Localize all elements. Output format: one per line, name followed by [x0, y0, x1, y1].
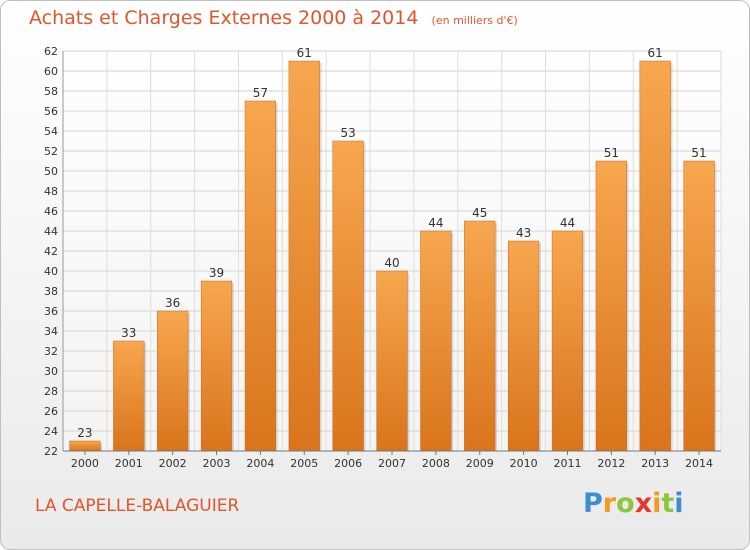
- bar: [332, 140, 364, 452]
- bar: [288, 60, 320, 452]
- y-tick-label: 58: [44, 85, 58, 98]
- x-tick-label: 2004: [246, 457, 274, 470]
- chart-title-row: Achats et Charges Externes 2000 à 2014 (…: [29, 7, 518, 29]
- y-tick-label: 28: [44, 385, 58, 398]
- bar: [69, 440, 101, 452]
- x-tick-label: 2005: [290, 457, 318, 470]
- data-label: 51: [604, 146, 619, 160]
- logo-letter: x: [634, 488, 653, 519]
- data-label: 39: [209, 266, 224, 280]
- bar: [244, 100, 277, 452]
- logo-letter: i: [674, 488, 684, 519]
- x-tick-label: 2000: [71, 457, 99, 470]
- logo-letter: r: [602, 488, 617, 519]
- data-label: 53: [340, 126, 355, 140]
- x-tick-label: 2001: [115, 457, 143, 470]
- bar: [113, 340, 145, 452]
- x-tick-label: 2003: [203, 457, 231, 470]
- x-tick-label: 2012: [597, 457, 625, 470]
- x-tick-label: 2008: [422, 457, 450, 470]
- axis-layer: 22 24 26 28 30 32 34 36 38 40 42 44 46 48 50 52 54 56 58 60…: [44, 45, 721, 470]
- y-tick-label: 60: [44, 65, 58, 78]
- x-tick-label: 2013: [641, 457, 669, 470]
- y-tick-label: 52: [44, 145, 58, 158]
- chart-unit: (en milliers d'€): [431, 14, 518, 27]
- data-label: 44: [560, 216, 575, 230]
- bar: [551, 230, 584, 452]
- data-label: 57: [253, 86, 268, 100]
- bar: [200, 280, 233, 452]
- bar: [639, 60, 671, 452]
- data-label: 61: [297, 46, 312, 60]
- bar: [683, 160, 715, 452]
- x-tick-label: 2014: [685, 457, 713, 470]
- y-tick-label: 36: [44, 305, 58, 318]
- x-tick-label: 2006: [334, 457, 362, 470]
- bar: [464, 220, 496, 452]
- x-tick-label: 2011: [553, 457, 581, 470]
- data-label: 43: [516, 226, 531, 240]
- data-label: 36: [165, 296, 180, 310]
- y-tick-label: 56: [44, 105, 58, 118]
- data-label: 40: [384, 256, 399, 270]
- y-tick-label: 54: [44, 125, 58, 138]
- x-tick-label: 2002: [159, 457, 187, 470]
- chart-title: Achats et Charges Externes 2000 à 2014: [29, 7, 419, 29]
- bar: [595, 160, 627, 452]
- y-tick-label: 32: [44, 345, 58, 358]
- y-tick-label: 26: [44, 405, 58, 418]
- bar-layer: [69, 60, 717, 452]
- x-tick-label: 2010: [510, 457, 538, 470]
- bar: [376, 270, 408, 452]
- data-label: 44: [428, 216, 443, 230]
- data-label: 23: [77, 426, 92, 440]
- x-tick-label: 2007: [378, 457, 406, 470]
- logo-letter: t: [661, 488, 675, 519]
- logo-letter: i: [652, 488, 662, 519]
- y-tick-label: 24: [44, 425, 58, 438]
- logo-letter: P: [583, 488, 603, 519]
- data-label: 51: [691, 146, 706, 160]
- commune-name: LA CAPELLE-BALAGUIER: [35, 496, 240, 516]
- bar: [157, 310, 189, 452]
- y-tick-label: 22: [44, 445, 58, 458]
- x-tick-label: 2009: [466, 457, 494, 470]
- y-tick-label: 62: [44, 45, 58, 58]
- y-tick-label: 30: [44, 365, 58, 378]
- y-tick-label: 34: [44, 325, 58, 338]
- y-tick-label: 50: [44, 165, 58, 178]
- y-tick-label: 44: [44, 225, 58, 238]
- y-tick-label: 42: [44, 245, 58, 258]
- y-tick-label: 46: [44, 205, 58, 218]
- data-label: 45: [472, 206, 487, 220]
- bar: [420, 230, 452, 452]
- y-tick-label: 38: [44, 285, 58, 298]
- proxiti-logo: Proxiti: [583, 488, 684, 519]
- y-tick-label: 48: [44, 185, 58, 198]
- y-tick-label: 40: [44, 265, 58, 278]
- logo-letter: o: [616, 488, 635, 519]
- data-label: 33: [121, 326, 136, 340]
- data-label: 61: [648, 46, 663, 60]
- bar: [507, 240, 540, 452]
